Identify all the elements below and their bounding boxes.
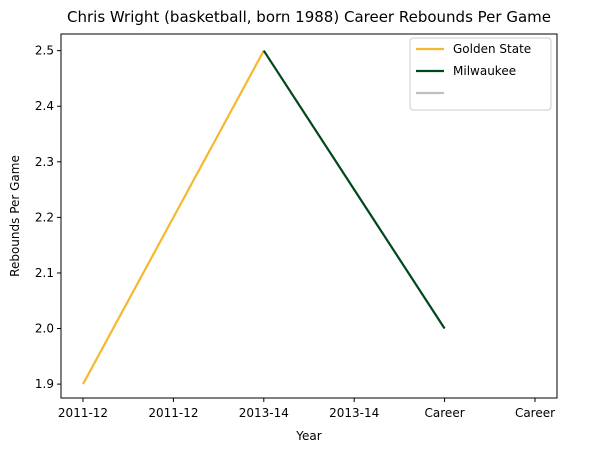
y-tick-label: 2.1 (35, 266, 54, 280)
legend: Golden State Milwaukee (409, 37, 552, 111)
y-tick-label: 2.0 (35, 322, 54, 336)
y-tick-label: 2.3 (35, 155, 54, 169)
y-tick-label: 2.5 (35, 44, 54, 58)
y-tick-label: 2.2 (35, 210, 54, 224)
x-tick-label: 2011-12 (148, 406, 198, 420)
x-tick-label: 2013-14 (329, 406, 379, 420)
x-tick-label: Career (425, 406, 465, 420)
plot-frame (60, 33, 558, 399)
series-lines (82, 50, 446, 385)
legend-box (409, 37, 552, 111)
x-axis-label: Year (295, 429, 321, 443)
y-tick-label: 2.4 (35, 99, 54, 113)
y-axis: 1.9 2.0 2.1 2.2 2.3 2.4 2.5 (35, 44, 61, 391)
legend-label: Golden State (453, 42, 531, 56)
x-axis: 2011-12 2011-12 2013-14 2013-14 Career Career (58, 398, 555, 420)
x-tick-label: Career (515, 406, 555, 420)
legend-label: Milwaukee (453, 64, 516, 78)
chart-title: Chris Wright (basketball, born 1988) Car… (67, 8, 551, 26)
series-line (82, 50, 265, 385)
x-tick-label: 2013-14 (239, 406, 289, 420)
y-axis-label: Rebounds Per Game (8, 155, 22, 277)
series-line (262, 50, 446, 330)
x-tick-label: 2011-12 (58, 406, 108, 420)
y-tick-label: 1.9 (35, 377, 54, 391)
